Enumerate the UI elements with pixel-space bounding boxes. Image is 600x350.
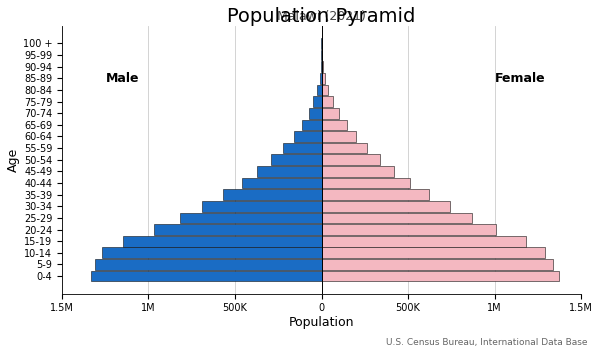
Bar [283,143,322,153]
Bar [322,212,472,223]
Bar [317,85,322,95]
Bar [322,247,545,258]
Bar [202,201,322,212]
Bar [271,154,322,165]
Bar [102,247,322,258]
Y-axis label: Age: Age [7,148,20,172]
Bar [322,131,356,142]
Bar [320,73,322,84]
Text: Female: Female [495,72,546,85]
Bar [322,154,380,165]
Text: Male: Male [106,72,139,85]
Bar [242,178,322,188]
Bar [313,96,322,107]
Bar [322,236,526,246]
Bar [322,271,559,281]
Bar [91,271,322,281]
Bar [322,108,339,119]
Bar [322,61,323,72]
Bar [322,178,410,188]
Bar [322,201,449,212]
Bar [302,119,322,130]
Bar [223,189,322,200]
Bar [294,131,322,142]
Bar [122,236,322,246]
Bar [322,85,328,95]
Bar [257,166,322,177]
X-axis label: Population: Population [289,316,354,329]
Bar [95,259,322,270]
Bar [322,189,429,200]
Bar [322,166,394,177]
Bar [322,73,325,84]
Bar [308,108,322,119]
Text: Malawi (2021): Malawi (2021) [277,10,366,23]
Text: U.S. Census Bureau, International Data Base: U.S. Census Bureau, International Data B… [386,337,588,346]
Title: Population Pyramid: Population Pyramid [227,7,416,26]
Bar [322,224,496,235]
Bar [322,119,347,130]
Bar [322,259,553,270]
Bar [322,96,333,107]
Bar [322,143,367,153]
Bar [154,224,322,235]
Bar [179,212,322,223]
